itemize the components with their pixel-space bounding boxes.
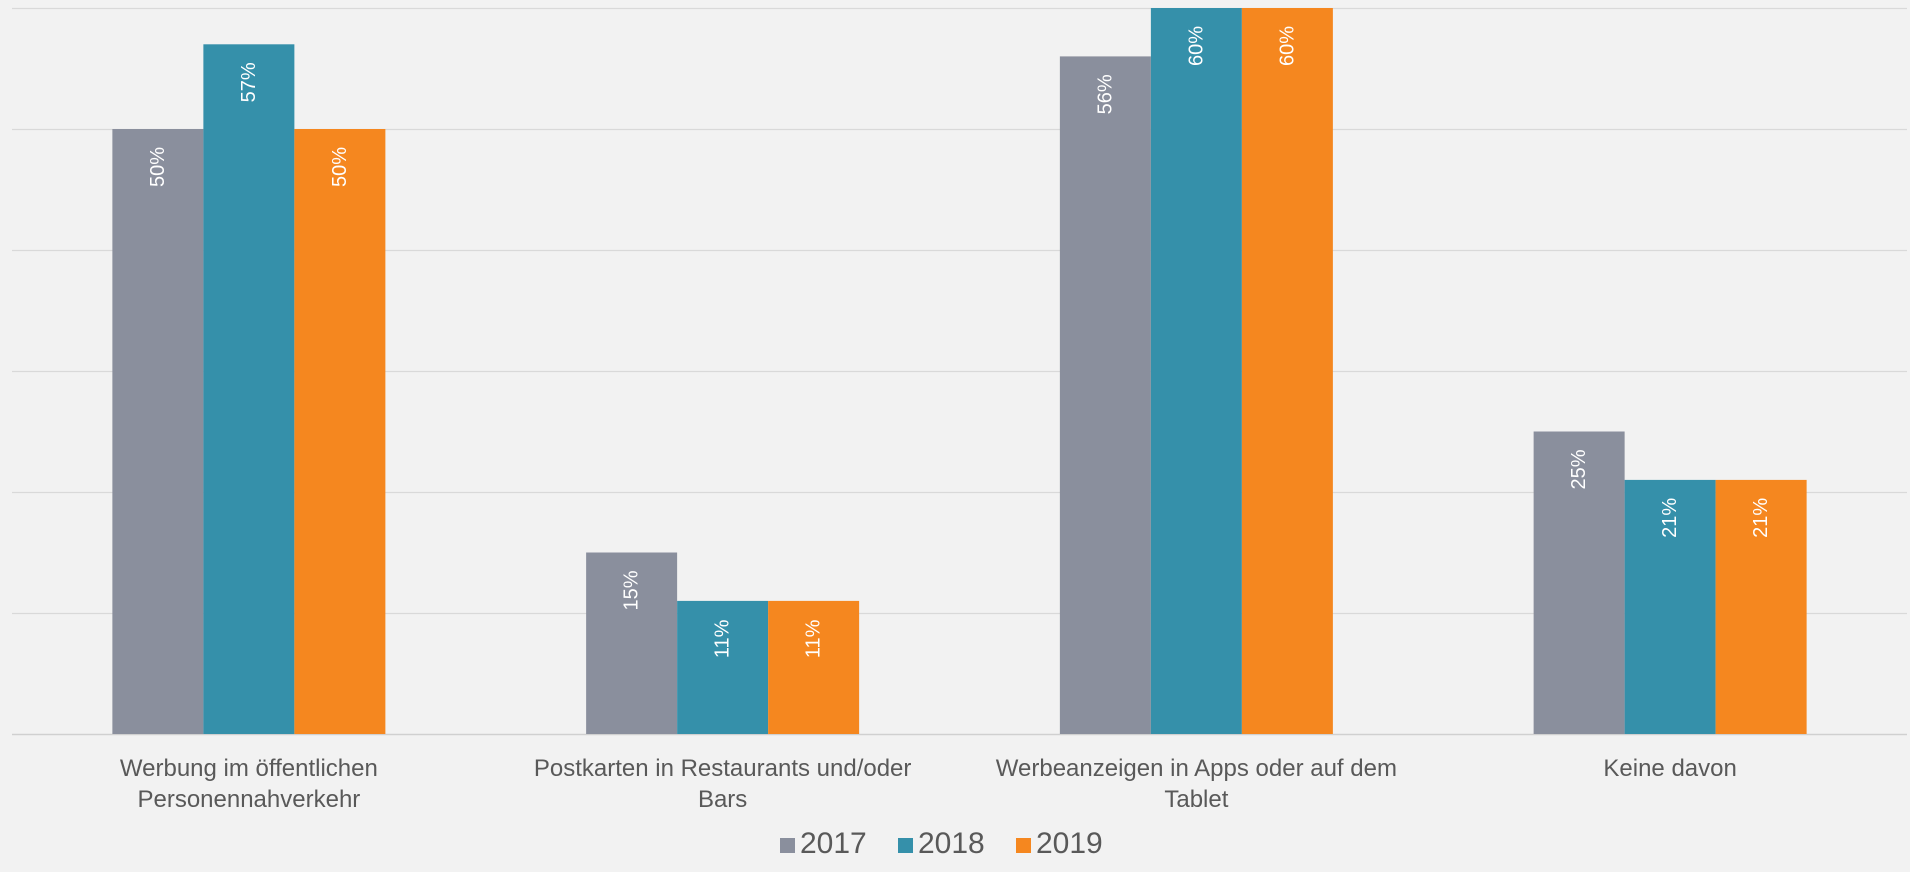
bar-2018-3 <box>1150 8 1242 734</box>
legend-swatch-2017 <box>780 838 795 853</box>
bar-2019-4 <box>1715 479 1807 734</box>
legend-label-2019: 2019 <box>1036 827 1103 860</box>
bar-2017-2 <box>586 552 678 734</box>
legend-label-2018: 2018 <box>918 827 985 860</box>
bars: 50% 57% 50% 15% 11% 11% 56% 60% 60% 25% 21% 21% <box>112 8 1807 735</box>
data-label: 21% <box>1750 498 1772 538</box>
data-label: 57% <box>238 62 260 102</box>
legend-label-2017: 2017 <box>800 827 867 860</box>
bar-2019-2 <box>768 600 860 734</box>
bar-2017-3 <box>1059 56 1151 734</box>
bar-2017-1 <box>112 129 204 734</box>
data-label: 15% <box>621 570 643 610</box>
data-label: 25% <box>1568 449 1590 489</box>
data-label: 60% <box>1276 26 1298 66</box>
data-label: 56% <box>1094 74 1116 114</box>
x-tick-label: Werbung im öffentlichen Personennahverkeh… <box>120 755 378 813</box>
bar-2019-3 <box>1241 8 1333 734</box>
legend-swatch-2018 <box>898 838 913 853</box>
bar-2017-4 <box>1533 431 1625 734</box>
x-tick-label: Werbeanzeigen in Apps oder auf dem Tablet <box>996 755 1397 813</box>
x-axis: Werbung im öffentlichen Personennahverkeh… <box>120 755 1737 813</box>
x-tick-label: Postkarten in Restaurants und/oder Bars <box>534 755 912 813</box>
bar-2018-4 <box>1624 479 1716 734</box>
data-label: 60% <box>1185 26 1207 66</box>
bar-2019-1 <box>294 129 386 734</box>
legend: 2017 2018 2019 <box>780 827 1103 860</box>
x-tick-label: Keine davon <box>1603 755 1736 782</box>
data-label: 11% <box>712 619 734 658</box>
data-label: 50% <box>147 147 169 187</box>
data-label: 21% <box>1659 498 1681 538</box>
bar-2018-1 <box>203 44 295 735</box>
data-label: 11% <box>803 619 825 658</box>
bar-2018-2 <box>677 600 769 734</box>
legend-swatch-2019 <box>1016 838 1031 853</box>
data-label: 50% <box>329 147 351 187</box>
